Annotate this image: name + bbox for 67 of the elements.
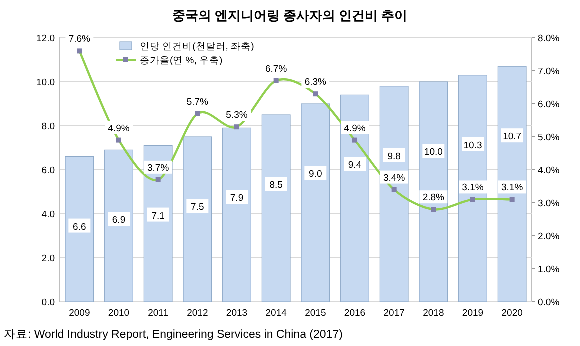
- data-label: 4.9%: [344, 123, 366, 134]
- y-tick-label: 0.0: [42, 298, 55, 308]
- y2-tick-label: 5.0%: [538, 132, 560, 144]
- data-label: 10.0: [424, 147, 443, 158]
- x-tick-label: 2018: [423, 308, 444, 319]
- bar: [222, 128, 252, 302]
- data-label: 4.9%: [108, 123, 130, 134]
- y2-tick-label: 8.0%: [538, 34, 560, 44]
- legend-label: 증가율(연 %, 우축): [140, 56, 223, 66]
- data-label: 5.7%: [186, 96, 210, 108]
- data-label: 3.7%: [148, 162, 170, 174]
- data-label: 8.5: [270, 180, 283, 191]
- y2-tick-label: 0.0%: [538, 298, 560, 308]
- data-label: 7.6%: [68, 34, 92, 46]
- y2-tick-label: 3.0%: [538, 198, 560, 210]
- bar: [498, 66, 527, 302]
- data-label: 2.8%: [422, 192, 446, 204]
- data-label: 9.0: [309, 169, 322, 180]
- chart-title: 중국의 엔지니어링 종사자의 인건비 추이: [172, 8, 408, 23]
- x-tick-label: 2012: [187, 308, 208, 319]
- x-tick-label: 2009: [69, 308, 90, 319]
- x-tick-label: 2017: [384, 308, 405, 319]
- y-tick-label: 6.0: [42, 166, 55, 176]
- x-tick-label: 2020: [502, 308, 523, 319]
- x-tick-label: 2011: [148, 308, 169, 319]
- y-tick-label: 10.0: [36, 78, 55, 88]
- bar: [301, 104, 330, 302]
- x-tick-label: 2016: [344, 308, 366, 319]
- x-tick-label: 2019: [462, 308, 484, 319]
- bar: [380, 86, 409, 302]
- data-label: 7.5: [191, 202, 204, 213]
- data-label: 6.9: [112, 215, 126, 226]
- bar: [65, 156, 94, 302]
- y-tick-label: 12.0: [36, 34, 55, 44]
- data-label: 6.3%: [304, 77, 328, 88]
- x-tick-label: 2015: [305, 308, 326, 319]
- y-tick-label: 8.0: [42, 122, 55, 132]
- bar: [340, 94, 370, 302]
- data-label: 3.4%: [384, 172, 406, 184]
- text: 자료: World Industry Report, Engineering Services in China (2017): [4, 329, 344, 341]
- bar: [458, 75, 488, 302]
- data-label: 10.7: [503, 132, 522, 143]
- x-tick-label: 2013: [226, 308, 248, 319]
- data-label: 7.1: [152, 210, 165, 222]
- y-tick-label: 2.0: [42, 254, 55, 264]
- y2-tick-label: 4.0%: [538, 166, 560, 176]
- data-label: 6.7%: [266, 64, 288, 75]
- bar: [262, 114, 291, 302]
- data-label: 5.3%: [226, 110, 248, 122]
- y-tick-label: 4.0: [42, 210, 55, 220]
- bar: [104, 150, 134, 302]
- data-label: 10.3: [464, 140, 482, 152]
- data-label: 9.8: [388, 151, 401, 162]
- x-tick-label: 2014: [266, 308, 287, 319]
- bar: [419, 82, 448, 302]
- data-label: 6.6: [73, 222, 86, 233]
- bar: [183, 136, 212, 302]
- x-tick-label: 2010: [108, 308, 130, 319]
- legend-label: 인당 인건비(천달러, 좌축): [140, 42, 254, 52]
- y2-tick-label: 7.0%: [538, 66, 560, 78]
- y2-tick-label: 1.0%: [538, 264, 560, 276]
- data-label: 7.9: [230, 193, 244, 204]
- y2-tick-label: 2.0%: [538, 232, 560, 242]
- data-label: 3.1%: [502, 182, 524, 194]
- data-label: 3.1%: [462, 182, 484, 194]
- y2-tick-label: 6.0%: [538, 100, 560, 110]
- data-label: 9.4: [348, 160, 362, 172]
